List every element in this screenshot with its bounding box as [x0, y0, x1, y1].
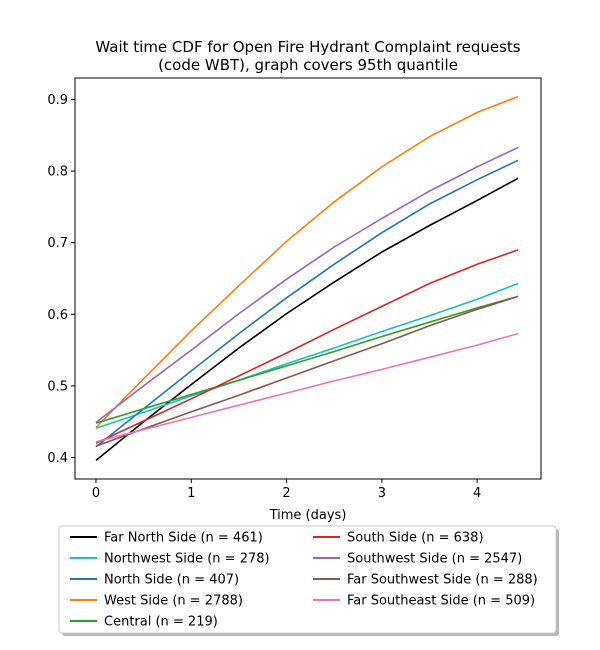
series-line: [95, 332, 519, 443]
chart-title-line2: (code WBT), graph covers 95th quantile: [158, 56, 458, 74]
legend-label: Far North Side (n = 461): [104, 531, 263, 546]
legend-label: Far Southeast Side (n = 509): [347, 594, 535, 609]
legend-label: Far Southwest Side (n = 288): [347, 573, 538, 588]
plot-frame: [74, 77, 542, 480]
legend-label: Central (n = 219): [104, 615, 218, 630]
series-line: [95, 95, 519, 428]
x-tick-label: 2: [282, 486, 290, 501]
series-line: [95, 295, 519, 447]
series-line: [95, 146, 519, 424]
chart-title-line1: Wait time CDF for Open Fire Hydrant Comp…: [95, 38, 520, 56]
series-line: [95, 177, 519, 462]
x-tick-label: 3: [378, 486, 386, 501]
legend-label: West Side (n = 2788): [104, 594, 243, 609]
y-tick-label: 0.5: [47, 379, 68, 394]
series-line: [95, 249, 519, 444]
legend-box: [58, 525, 557, 634]
x-tick-label: 4: [473, 486, 481, 501]
x-tick-label: 0: [92, 486, 100, 501]
x-tick-label: 1: [187, 486, 195, 501]
legend-label: Southwest Side (n = 2547): [347, 552, 522, 567]
y-tick-label: 0.6: [47, 308, 68, 323]
y-tick-label: 0.4: [47, 451, 68, 466]
legend-label: Northwest Side (n = 278): [104, 552, 270, 567]
series-line: [95, 295, 519, 424]
x-axis-label: Time (days): [269, 508, 347, 523]
series-line: [95, 159, 519, 448]
legend-label: South Side (n = 638): [347, 531, 484, 546]
y-tick-label: 0.8: [47, 165, 68, 180]
y-tick-label: 0.7: [47, 236, 68, 251]
series-line: [95, 282, 519, 429]
legend-label: North Side (n = 407): [104, 573, 239, 588]
y-tick-label: 0.9: [47, 93, 68, 108]
